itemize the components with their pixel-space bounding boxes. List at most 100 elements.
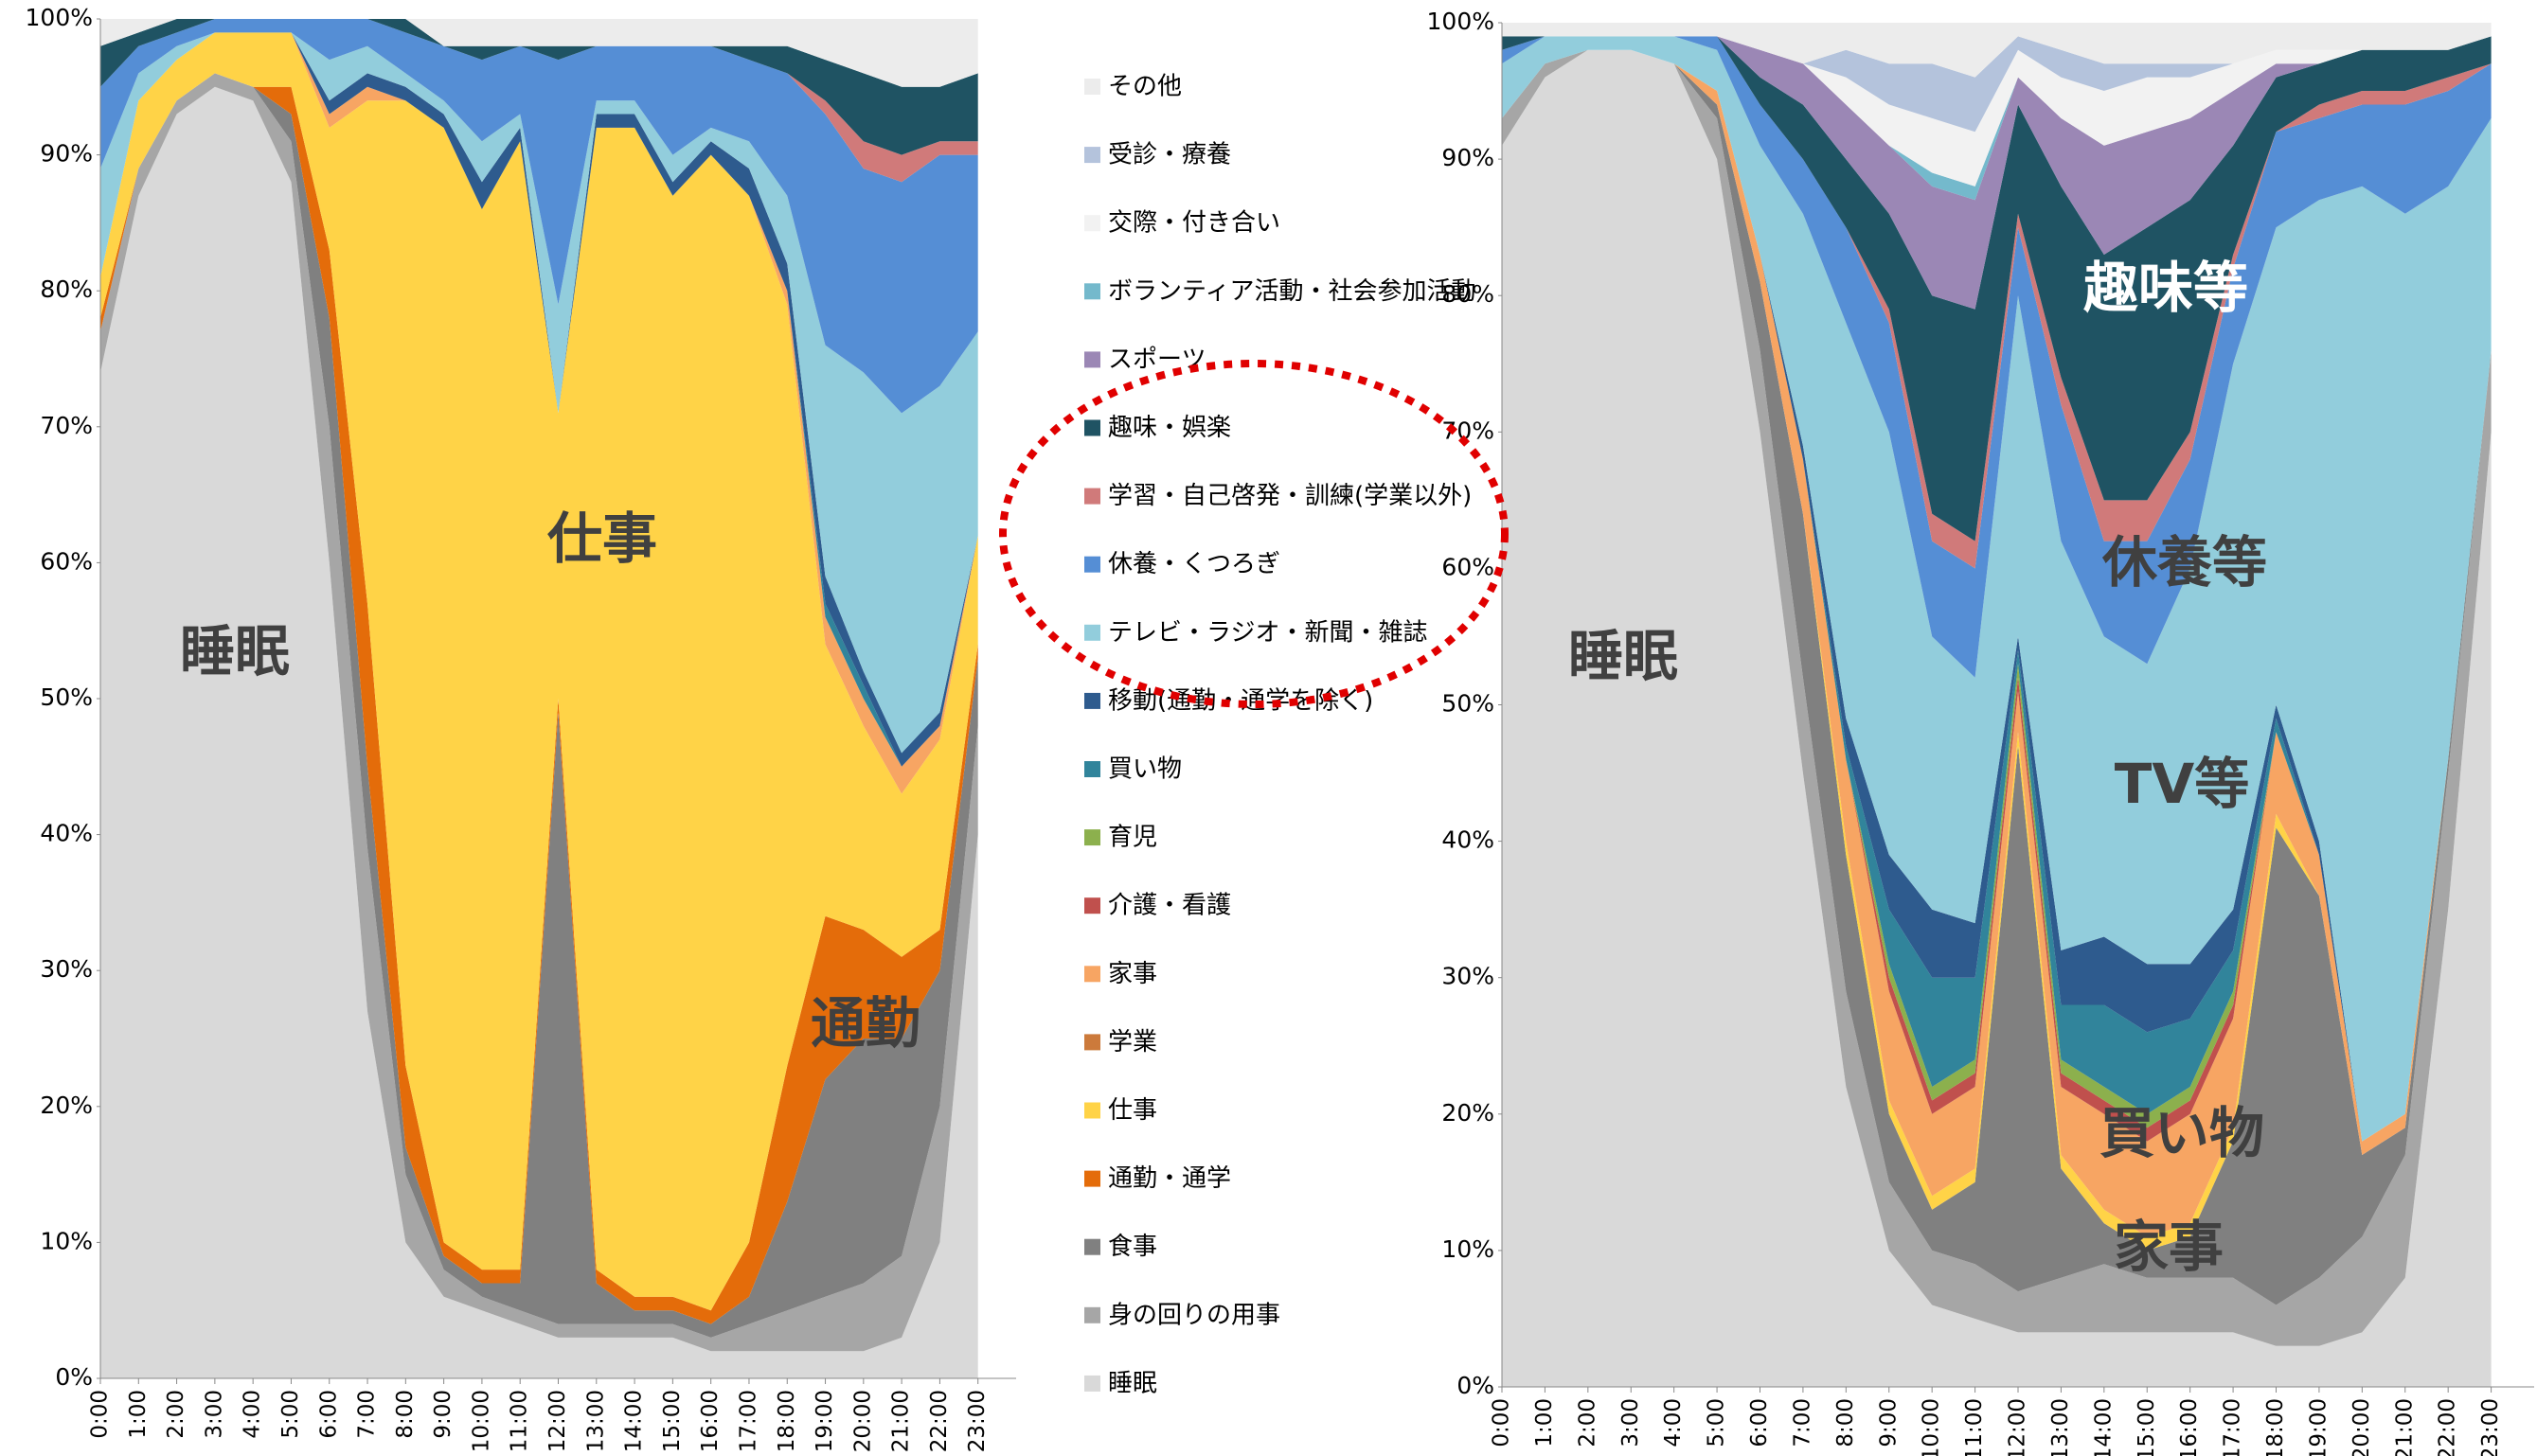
legend-swatch bbox=[1084, 761, 1100, 777]
area-series bbox=[1502, 49, 2492, 1346]
y-tick-label: 50% bbox=[40, 684, 93, 711]
annotation: 趣味等 bbox=[2083, 256, 2248, 320]
x-tick-label: 8:00 bbox=[1833, 1398, 1858, 1447]
y-tick-label: 30% bbox=[1441, 963, 1494, 990]
x-tick-label: 16:00 bbox=[2177, 1398, 2202, 1456]
x-tick-label: 5:00 bbox=[278, 1390, 303, 1439]
y-tick-label: 40% bbox=[1441, 826, 1494, 854]
y-tick-label: 10% bbox=[1441, 1235, 1494, 1263]
y-tick-label: 50% bbox=[1441, 690, 1494, 718]
area-series bbox=[100, 32, 978, 767]
y-tick-label: 20% bbox=[40, 1092, 93, 1119]
annotation: 買い物 bbox=[2099, 1101, 2264, 1165]
x-tick-label: 22:00 bbox=[927, 1390, 952, 1452]
legend-label: 休養・くつろぎ bbox=[1108, 550, 1280, 578]
x-tick-label: 22:00 bbox=[2436, 1398, 2460, 1456]
legend-label: 受診・療養 bbox=[1108, 141, 1231, 169]
area-series bbox=[1502, 36, 2492, 1142]
y-tick-label: 100% bbox=[26, 4, 93, 31]
legend-label: 育児 bbox=[1108, 824, 1157, 852]
area-series bbox=[1502, 49, 2492, 1142]
x-tick-label: 7:00 bbox=[1790, 1398, 1814, 1447]
x-tick-label: 0:00 bbox=[88, 1390, 113, 1439]
area-series bbox=[100, 19, 978, 183]
x-tick-label: 23:00 bbox=[2478, 1398, 2503, 1456]
area-series bbox=[100, 19, 978, 87]
legend-label: 交際・付き合い bbox=[1108, 209, 1280, 238]
y-tick-label: 0% bbox=[55, 1363, 93, 1391]
x-tick-label: 2:00 bbox=[1575, 1398, 1599, 1447]
area-series bbox=[100, 32, 978, 754]
area-series bbox=[100, 86, 978, 1378]
x-tick-label: 15:00 bbox=[2135, 1398, 2159, 1456]
area-series bbox=[100, 73, 978, 1352]
x-tick-label: 13:00 bbox=[2048, 1398, 2073, 1456]
annotation: 睡眠 bbox=[180, 619, 290, 684]
y-tick-label: 20% bbox=[1441, 1099, 1494, 1127]
x-tick-label: 3:00 bbox=[1618, 1398, 1643, 1447]
x-tick-label: 21:00 bbox=[889, 1390, 914, 1452]
area-series bbox=[1502, 49, 2492, 1387]
area-series bbox=[100, 32, 978, 1311]
y-tick-label: 40% bbox=[40, 820, 93, 847]
x-tick-label: 12:00 bbox=[2006, 1398, 2030, 1456]
x-tick-label: 5:00 bbox=[1705, 1398, 1729, 1447]
area-series bbox=[1502, 36, 2492, 310]
x-tick-label: 14:00 bbox=[622, 1390, 647, 1452]
x-tick-label: 11:00 bbox=[1962, 1398, 1987, 1456]
legend-label: テレビ・ラジオ・新聞・雑誌 bbox=[1108, 618, 1427, 647]
legend-swatch bbox=[1084, 1102, 1100, 1119]
legend-label: 通勤・通学 bbox=[1108, 1164, 1231, 1193]
x-tick-label: 6:00 bbox=[316, 1390, 341, 1439]
y-tick-label: 70% bbox=[40, 412, 93, 439]
legend-swatch bbox=[1084, 692, 1100, 709]
legend-label: 食事 bbox=[1108, 1233, 1157, 1261]
x-tick-label: 1:00 bbox=[126, 1390, 151, 1439]
legend-swatch bbox=[1084, 351, 1100, 368]
legend-label: 学業 bbox=[1108, 1028, 1157, 1056]
x-tick-label: 13:00 bbox=[583, 1390, 608, 1452]
legend-label: 睡眠 bbox=[1108, 1369, 1157, 1397]
x-tick-label: 4:00 bbox=[1661, 1398, 1686, 1447]
plot-areas bbox=[100, 19, 2492, 1387]
x-tick-label: 17:00 bbox=[2221, 1398, 2245, 1456]
area-series bbox=[100, 19, 978, 155]
area-series bbox=[100, 19, 978, 414]
x-tick-label: 20:00 bbox=[850, 1390, 875, 1452]
x-tick-label: 14:00 bbox=[2091, 1398, 2116, 1456]
x-tick-label: 18:00 bbox=[2263, 1398, 2288, 1456]
x-tick-label: 19:00 bbox=[813, 1390, 837, 1452]
y-tick-label: 80% bbox=[40, 275, 93, 303]
x-tick-label: 15:00 bbox=[660, 1390, 685, 1452]
y-tick-label: 30% bbox=[40, 955, 93, 983]
annotation: 休養等 bbox=[2101, 530, 2267, 595]
x-tick-label: 4:00 bbox=[241, 1390, 265, 1439]
legend-swatch bbox=[1084, 1034, 1100, 1051]
x-tick-label: 11:00 bbox=[508, 1390, 532, 1452]
y-tick-label: 0% bbox=[1456, 1372, 1494, 1399]
legend-swatch bbox=[1084, 829, 1100, 846]
legend-swatch bbox=[1084, 215, 1100, 232]
x-tick-label: 12:00 bbox=[545, 1390, 570, 1452]
x-tick-label: 17:00 bbox=[736, 1390, 760, 1452]
legend-label: 身の回りの用事 bbox=[1108, 1301, 1280, 1329]
area-series bbox=[1502, 23, 2492, 78]
legend-swatch bbox=[1084, 419, 1100, 436]
area-series bbox=[1502, 36, 2492, 186]
legend-label: 介護・看護 bbox=[1108, 892, 1231, 920]
annotation: TV等 bbox=[2115, 752, 2249, 816]
legend-swatch bbox=[1084, 1238, 1100, 1255]
annotation: 家事 bbox=[2114, 1215, 2224, 1279]
legend-swatch bbox=[1084, 556, 1100, 573]
legend-swatch bbox=[1084, 624, 1100, 641]
annotation: 仕事 bbox=[547, 506, 657, 571]
x-tick-label: 19:00 bbox=[2306, 1398, 2331, 1456]
y-tick-label: 80% bbox=[1441, 280, 1494, 308]
x-tick-label: 21:00 bbox=[2392, 1398, 2417, 1456]
y-tick-label: 60% bbox=[1441, 553, 1494, 580]
legend-swatch bbox=[1084, 1375, 1100, 1392]
y-tick-label: 60% bbox=[40, 547, 93, 575]
x-tick-label: 18:00 bbox=[775, 1390, 799, 1452]
y-tick-label: 100% bbox=[1427, 8, 1494, 35]
x-tick-label: 16:00 bbox=[698, 1390, 723, 1452]
